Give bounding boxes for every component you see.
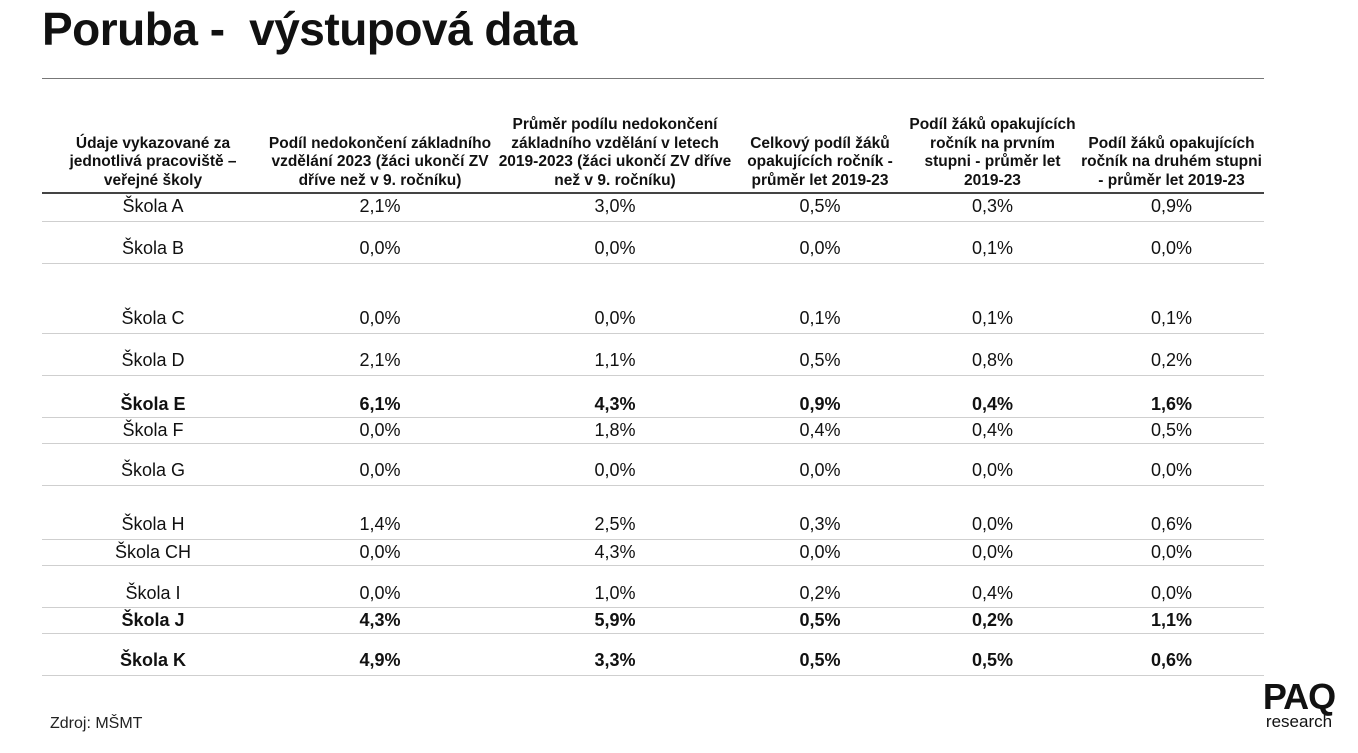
header-school: Údaje vykazované za jednotlivá pracovišt…	[42, 116, 264, 194]
table-row: Škola G 0,0% 0,0% 0,0% 0,0% 0,0%	[42, 443, 1264, 486]
row-value: 0,0%	[906, 539, 1079, 566]
row-value: 0,4%	[906, 417, 1079, 444]
row-value: 4,3%	[264, 607, 496, 634]
row-school-name: Škola B	[42, 221, 264, 264]
table-row: Škola B 0,0% 0,0% 0,0% 0,1% 0,0%	[42, 221, 1264, 264]
row-value: 0,0%	[496, 443, 734, 486]
table-row: Škola A 2,1% 3,0% 0,5% 0,3% 0,9%	[42, 193, 1264, 222]
row-value: 0,2%	[906, 607, 1079, 634]
row-value: 0,0%	[1079, 221, 1264, 264]
logo-subtitle: research	[1265, 712, 1333, 731]
row-value: 0,0%	[264, 539, 496, 566]
row-school-name: Škola D	[42, 333, 264, 376]
row-value: 0,9%	[734, 375, 906, 418]
row-value: 0,0%	[906, 443, 1079, 486]
paq-research-logo: PAQ research	[1254, 676, 1344, 731]
row-value: 0,3%	[906, 193, 1079, 222]
table-row: Škola E 6,1% 4,3% 0,9% 0,4% 1,6%	[42, 375, 1264, 418]
table-row: Škola J 4,3% 5,9% 0,5% 0,2% 1,1%	[42, 607, 1264, 634]
row-school-name: Škola H	[42, 485, 264, 540]
header-noncompletion-avg: Průměr podílu nedokončení základního vzd…	[496, 116, 734, 194]
row-value: 3,0%	[496, 193, 734, 222]
row-value: 0,1%	[906, 263, 1079, 334]
data-table: Údaje vykazované za jednotlivá pracovišt…	[42, 116, 1264, 676]
row-value: 1,1%	[496, 333, 734, 376]
row-value: 0,1%	[734, 263, 906, 334]
table-row: Škola C 0,0% 0,0% 0,1% 0,1% 0,1%	[42, 263, 1264, 334]
header-repeat-first-stage: Podíl žáků opakujících ročník na prvním …	[906, 116, 1079, 194]
row-value: 0,1%	[1079, 263, 1264, 334]
row-school-name: Škola G	[42, 443, 264, 486]
row-value: 0,5%	[906, 633, 1079, 676]
row-value: 1,0%	[496, 565, 734, 608]
row-value: 4,3%	[496, 539, 734, 566]
row-value: 5,9%	[496, 607, 734, 634]
row-school-name: Škola E	[42, 375, 264, 418]
page-title: Poruba - výstupová data	[42, 3, 578, 55]
row-value: 0,5%	[734, 193, 906, 222]
row-value: 0,4%	[906, 375, 1079, 418]
row-value: 1,6%	[1079, 375, 1264, 418]
row-value: 0,5%	[734, 633, 906, 676]
row-value: 0,0%	[264, 565, 496, 608]
row-value: 0,6%	[1079, 485, 1264, 540]
row-school-name: Škola K	[42, 633, 264, 676]
row-value: 0,0%	[496, 263, 734, 334]
header-repeat-total: Celkový podíl žáků opakujících ročník - …	[734, 116, 906, 194]
table-row: Škola H 1,4% 2,5% 0,3% 0,0% 0,6%	[42, 485, 1264, 540]
row-value: 0,0%	[264, 221, 496, 264]
row-value: 0,6%	[1079, 633, 1264, 676]
table-row: Škola K 4,9% 3,3% 0,5% 0,5% 0,6%	[42, 633, 1264, 676]
row-school-name: Škola F	[42, 417, 264, 444]
row-value: 0,0%	[496, 221, 734, 264]
row-value: 2,1%	[264, 333, 496, 376]
row-school-name: Škola C	[42, 263, 264, 334]
table-header-row: Údaje vykazované za jednotlivá pracovišt…	[42, 116, 1264, 194]
row-value: 0,2%	[1079, 333, 1264, 376]
row-value: 0,0%	[1079, 565, 1264, 608]
table-row: Škola F 0,0% 1,8% 0,4% 0,4% 0,5%	[42, 417, 1264, 444]
row-value: 0,0%	[264, 443, 496, 486]
row-value: 0,0%	[734, 539, 906, 566]
row-value: 2,1%	[264, 193, 496, 222]
row-value: 0,0%	[264, 263, 496, 334]
row-value: 4,3%	[496, 375, 734, 418]
row-value: 0,5%	[1079, 417, 1264, 444]
table-row: Škola D 2,1% 1,1% 0,5% 0,8% 0,2%	[42, 333, 1264, 376]
row-value: 0,1%	[906, 221, 1079, 264]
row-value: 0,5%	[734, 333, 906, 376]
row-school-name: Škola A	[42, 193, 264, 222]
row-value: 0,0%	[1079, 443, 1264, 486]
row-value: 0,4%	[906, 565, 1079, 608]
table-row: Škola I 0,0% 1,0% 0,2% 0,4% 0,0%	[42, 565, 1264, 608]
header-repeat-second-stage: Podíl žáků opakujících ročník na druhém …	[1079, 116, 1264, 194]
source-note: Zdroj: MŠMT	[50, 715, 143, 732]
row-value: 3,3%	[496, 633, 734, 676]
row-value: 0,0%	[734, 443, 906, 486]
row-value: 0,0%	[734, 221, 906, 264]
title-divider	[42, 78, 1264, 79]
logo-wordmark: PAQ	[1262, 676, 1336, 717]
row-value: 0,8%	[906, 333, 1079, 376]
row-value: 0,5%	[734, 607, 906, 634]
row-value: 0,9%	[1079, 193, 1264, 222]
row-value: 0,3%	[734, 485, 906, 540]
table-row: Škola CH 0,0% 4,3% 0,0% 0,0% 0,0%	[42, 539, 1264, 566]
row-value: 0,0%	[1079, 539, 1264, 566]
row-value: 1,8%	[496, 417, 734, 444]
row-value: 0,0%	[906, 485, 1079, 540]
row-school-name: Škola CH	[42, 539, 264, 566]
row-value: 4,9%	[264, 633, 496, 676]
row-value: 1,4%	[264, 485, 496, 540]
row-value: 1,1%	[1079, 607, 1264, 634]
row-school-name: Škola I	[42, 565, 264, 608]
row-value: 2,5%	[496, 485, 734, 540]
row-value: 0,4%	[734, 417, 906, 444]
row-value: 0,2%	[734, 565, 906, 608]
row-school-name: Škola J	[42, 607, 264, 634]
row-value: 6,1%	[264, 375, 496, 418]
row-value: 0,0%	[264, 417, 496, 444]
header-noncompletion-2023: Podíl nedokončení základního vzdělání 20…	[264, 116, 496, 194]
